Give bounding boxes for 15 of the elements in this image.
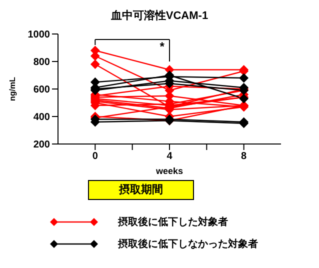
- y-axis-title: ng/mL: [8, 76, 17, 101]
- annotation: *: [160, 40, 165, 54]
- chart-title: 血中可溶性VCAM-1: [110, 8, 210, 24]
- x-tick-label: 8: [241, 151, 248, 162]
- x-axis-title: weeks: [154, 166, 184, 176]
- text: 摂取期間: [88, 180, 194, 200]
- x-tick-label: 4: [166, 151, 173, 162]
- y-tick-label: 800: [33, 57, 50, 68]
- legend-label: 摂取後に低下しなかった対象者: [118, 237, 258, 251]
- x-tick-label: 0: [92, 151, 98, 162]
- y-tick-label: 200: [33, 140, 50, 151]
- y-tick-label: 600: [33, 84, 50, 96]
- y-tick-label: 1000: [28, 30, 50, 41]
- legend-label: 摂取後に低下した対象者: [118, 215, 228, 229]
- y-tick-label: 400: [33, 112, 50, 124]
